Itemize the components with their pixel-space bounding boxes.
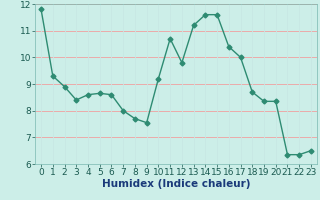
- X-axis label: Humidex (Indice chaleur): Humidex (Indice chaleur): [102, 179, 250, 189]
